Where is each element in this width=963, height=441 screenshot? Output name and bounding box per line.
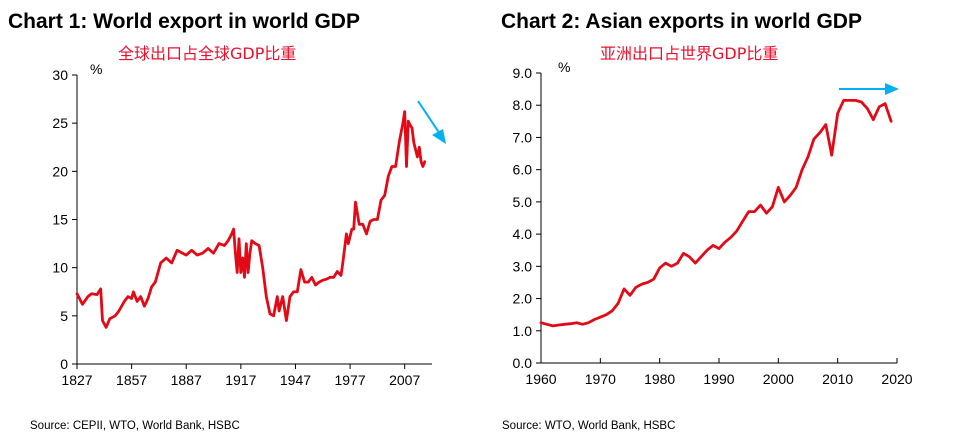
- y-tick-label: 0: [60, 356, 68, 372]
- x-tick-label: 2000: [763, 371, 794, 387]
- y-tick-label: 8.0: [513, 97, 533, 113]
- chart-panel-world-export: Chart 1: World export in world GDP 全球出口占…: [0, 0, 470, 441]
- source-note: Source: CEPII, WTO, World Bank, HSBC: [30, 420, 240, 432]
- line-chart: 0.0 1.0 2.0 3.0 4.0 5.0 6.0 7.0 8.0 9.0 1960 1970 19…: [513, 59, 913, 387]
- y-tick-label: 25: [52, 115, 68, 131]
- y-tick-label: 3.0: [513, 258, 533, 274]
- y-tick-label: 5: [60, 308, 68, 324]
- y-tick-label: 10: [52, 260, 68, 276]
- y-tick-label: 4.0: [513, 226, 533, 242]
- x-tick-label: 1857: [116, 372, 147, 388]
- x-tick-label: 1990: [703, 371, 734, 387]
- source-note: Source: WTO, World Bank, HSBC: [502, 420, 676, 432]
- y-tick-label: 20: [52, 163, 68, 179]
- y-tick-label: 0.0: [513, 355, 533, 371]
- x-tick-label: 2007: [389, 372, 420, 388]
- x-tick-label: 1960: [525, 371, 556, 387]
- x-tick-label: 1887: [171, 372, 202, 388]
- trend-arrow-shaft: [417, 100, 441, 135]
- x-tick-label: 1917: [225, 372, 256, 388]
- y-axis-unit-label: %: [558, 59, 570, 75]
- trend-arrow-head: [885, 83, 899, 95]
- x-tick-label: 1947: [280, 372, 311, 388]
- y-tick-label: 7.0: [513, 129, 533, 145]
- y-tick-label: 30: [52, 67, 68, 83]
- chart-title: Chart 2: Asian exports in world GDP: [501, 10, 862, 33]
- trend-arrow-head: [432, 129, 446, 144]
- x-tick-label: 1970: [585, 371, 616, 387]
- series-line: [539, 99, 893, 328]
- x-tick-label: 1827: [61, 372, 92, 388]
- y-tick-label: 1.0: [513, 323, 533, 339]
- line-chart: 0 5 10 15 20 25 30 1827 1857 1887 1917 1947 1977 2007…: [52, 61, 446, 388]
- chart-panel-asian-exports: Chart 2: Asian exports in world GDP 亚洲出口…: [493, 0, 963, 441]
- y-tick-label: 15: [52, 212, 68, 228]
- chart-subtitle: 亚洲出口占世界GDP比重: [600, 44, 779, 63]
- y-tick-label: 6.0: [513, 162, 533, 178]
- chart-subtitle: 全球出口占全球GDP比重: [118, 44, 297, 63]
- x-tick-label: 2010: [822, 371, 853, 387]
- y-axis-unit-label: %: [90, 61, 102, 77]
- x-tick-label: 2020: [881, 371, 912, 387]
- series-line: [75, 110, 427, 329]
- y-tick-label: 9.0: [513, 65, 533, 81]
- chart-title: Chart 1: World export in world GDP: [8, 10, 360, 33]
- y-tick-label: 5.0: [513, 194, 533, 210]
- x-tick-label: 1980: [644, 371, 675, 387]
- x-tick-label: 1977: [334, 372, 365, 388]
- y-tick-label: 2.0: [513, 291, 533, 307]
